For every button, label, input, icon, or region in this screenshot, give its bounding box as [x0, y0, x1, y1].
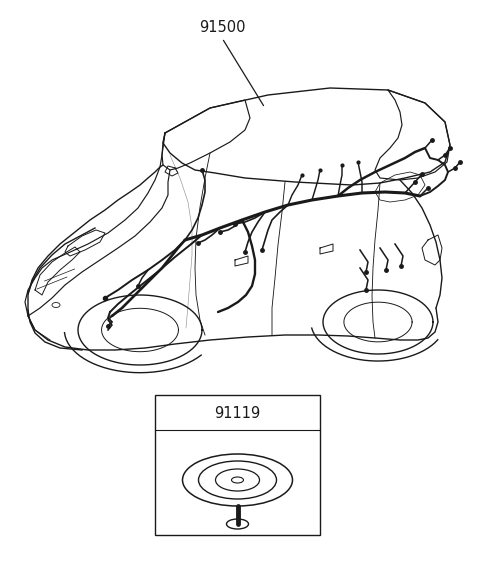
Bar [155, 395, 320, 535]
Text: 91500: 91500 [199, 20, 245, 36]
Text: 91119: 91119 [215, 405, 261, 421]
